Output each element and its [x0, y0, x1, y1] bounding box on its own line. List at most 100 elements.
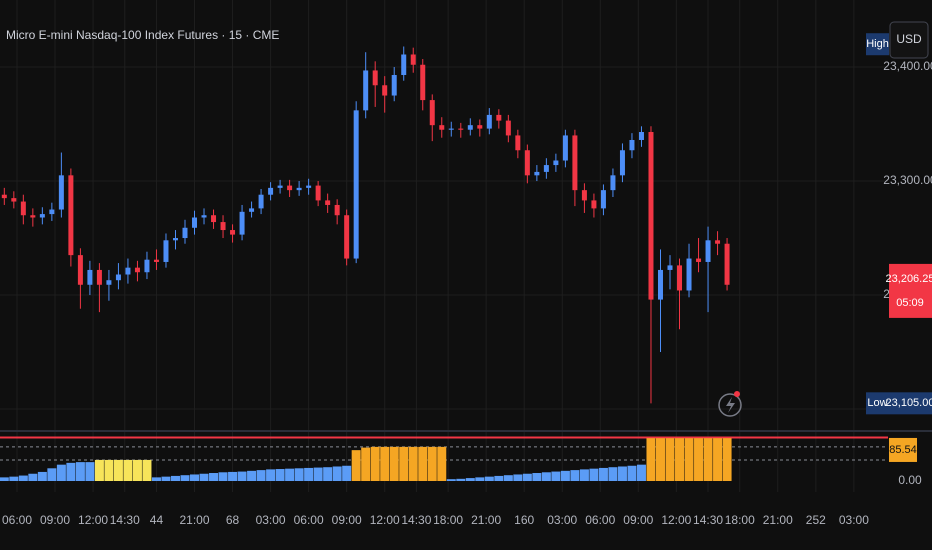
- histogram-bar: [646, 438, 656, 481]
- y-tick-label: 0.00: [898, 473, 922, 487]
- candle-body: [201, 215, 207, 218]
- candle-body: [68, 175, 74, 256]
- candle-body: [30, 215, 36, 218]
- histogram-bar: [484, 476, 494, 481]
- candle-body: [1, 194, 7, 199]
- histogram-bar: [456, 478, 466, 481]
- x-tick-label: 160: [514, 513, 534, 527]
- high-marker-label: High: [866, 38, 889, 50]
- candle-body: [467, 125, 473, 130]
- candle-body: [96, 269, 102, 285]
- histogram-bar: [28, 473, 38, 481]
- candle-body: [258, 194, 264, 209]
- histogram-bar: [694, 438, 704, 481]
- histogram-bar: [380, 446, 390, 481]
- x-tick-label: 06:00: [585, 513, 615, 527]
- candle-body: [591, 200, 597, 209]
- candle-body: [410, 54, 416, 65]
- histogram-bar: [342, 465, 352, 481]
- histogram-bar: [113, 459, 123, 481]
- histogram-bar: [294, 468, 304, 481]
- histogram-bar: [608, 467, 618, 481]
- histogram-bar: [636, 464, 646, 481]
- x-tick-label: 21:00: [179, 513, 209, 527]
- histogram-bar: [446, 479, 456, 481]
- candle-body: [543, 165, 549, 172]
- candle-body: [657, 269, 663, 300]
- currency-button[interactable]: [889, 21, 929, 59]
- histogram-bar: [598, 467, 608, 481]
- histogram-bar: [370, 446, 380, 481]
- candle-body: [106, 280, 112, 285]
- candle-body: [486, 114, 492, 129]
- x-tick-label: 44: [150, 513, 164, 527]
- candle-body: [448, 128, 454, 130]
- histogram-bar: [190, 474, 200, 481]
- candle-body: [277, 185, 283, 188]
- histogram-bar: [675, 438, 685, 481]
- y-tick-label: 23,300.00: [883, 173, 932, 187]
- histogram-bar: [418, 446, 428, 481]
- histogram-bar: [66, 462, 76, 481]
- x-tick-label: 18:00: [725, 513, 755, 527]
- histogram-bar: [399, 446, 409, 481]
- candle-body: [401, 54, 407, 76]
- candle-body: [268, 187, 274, 195]
- x-tick-label: 06:00: [2, 513, 32, 527]
- candle-body: [600, 190, 606, 209]
- histogram-bar: [522, 473, 532, 481]
- candle-body: [220, 222, 226, 231]
- x-tick-label: 21:00: [471, 513, 501, 527]
- candle-body: [496, 114, 502, 121]
- x-tick-label: 68: [226, 513, 240, 527]
- candle-body: [249, 208, 255, 212]
- histogram-bar: [465, 478, 475, 481]
- histogram-bar: [408, 446, 418, 481]
- candle-body: [230, 230, 236, 235]
- histogram-bar: [218, 472, 228, 481]
- candle-body: [287, 185, 293, 191]
- x-tick-label: 12:00: [78, 513, 108, 527]
- histogram-bar: [209, 473, 219, 481]
- candle-body: [39, 214, 45, 218]
- x-tick-label: 12:00: [661, 513, 691, 527]
- currency-label[interactable]: USD: [896, 32, 922, 46]
- candle-body: [677, 265, 683, 291]
- candle-body: [715, 240, 721, 244]
- candle-body: [534, 171, 540, 176]
- candle-body: [49, 209, 55, 215]
- candle-body: [182, 227, 188, 239]
- histogram-bar: [332, 466, 342, 481]
- histogram-bar: [713, 438, 723, 481]
- candle-body: [439, 125, 445, 130]
- histogram-bar: [503, 475, 513, 481]
- countdown-label: 05:09: [896, 297, 924, 309]
- histogram-bar: [123, 459, 133, 481]
- candle-body: [638, 132, 644, 140]
- histogram-bar: [85, 462, 95, 481]
- candle-body: [629, 139, 635, 151]
- price-axis: 06:00 09:00 12:00 14:30 44 21:00 68 03:00 06:00 0…: [2, 33, 932, 527]
- histogram-bar: [437, 446, 447, 481]
- x-tick-label: 09:00: [40, 513, 70, 527]
- candle-body: [686, 258, 692, 291]
- histogram-bar: [18, 475, 28, 481]
- candle-body: [315, 185, 321, 201]
- candle-body: [115, 274, 121, 281]
- low-price-box: [889, 392, 932, 415]
- candle-body: [306, 185, 312, 188]
- histogram-bar: [361, 447, 371, 481]
- x-tick-label: 21:00: [763, 513, 793, 527]
- candle-body: [20, 201, 26, 216]
- candle-body: [562, 135, 568, 161]
- candle-body: [334, 204, 340, 216]
- low-price-label: 23,105.00: [886, 397, 932, 409]
- candle-body: [192, 217, 198, 228]
- histogram-bar: [570, 470, 580, 481]
- histogram-bar: [9, 476, 19, 481]
- histogram-bar: [94, 459, 104, 481]
- last-value-label: 85.54: [889, 444, 917, 456]
- replay-icon[interactable]: [718, 391, 742, 417]
- histogram-bar: [427, 446, 437, 481]
